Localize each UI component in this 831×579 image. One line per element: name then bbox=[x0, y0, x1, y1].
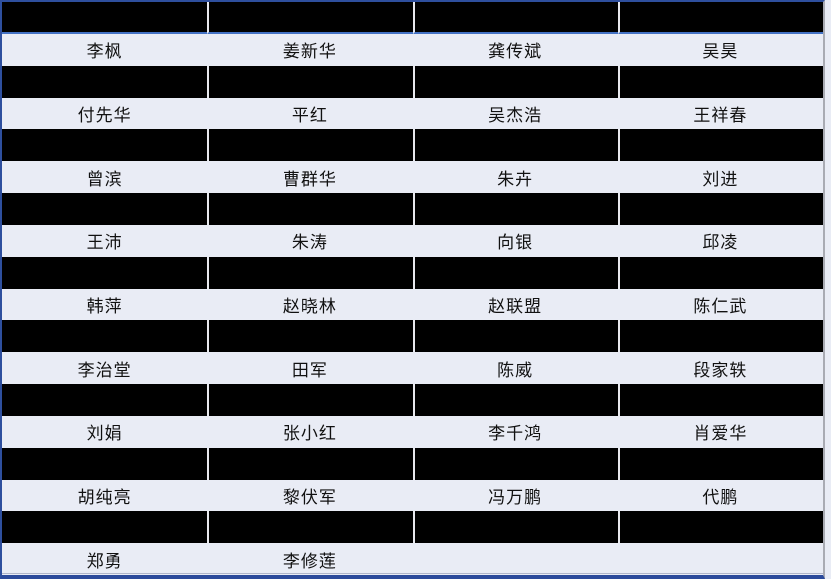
name-cell: 陈威 bbox=[497, 360, 534, 380]
name-cell: 韩萍 bbox=[86, 296, 123, 316]
name-cell: 胡纯亮 bbox=[77, 487, 132, 507]
redacted-cell bbox=[2, 384, 208, 416]
redacted-cell bbox=[412, 129, 618, 162]
redacted-cell bbox=[2, 65, 208, 98]
name-cell: 吴昊 bbox=[702, 42, 739, 62]
redacted-cell bbox=[617, 2, 823, 34]
name-cell: 冯万鹏 bbox=[488, 487, 543, 507]
redacted-cell bbox=[617, 256, 823, 289]
name-cell: 姜新华 bbox=[282, 42, 337, 62]
redacted-cell bbox=[207, 511, 413, 544]
redacted-cell bbox=[412, 2, 618, 34]
name-cell: 黎伏军 bbox=[282, 487, 337, 507]
name-cell: 付先华 bbox=[77, 105, 132, 125]
name-cell: 赵晓林 bbox=[282, 296, 337, 316]
name-cell: 刘娟 bbox=[86, 424, 123, 444]
redacted-cell bbox=[412, 193, 618, 225]
redacted-cell bbox=[412, 511, 618, 544]
redacted-cell bbox=[207, 447, 413, 480]
redacted-cell bbox=[617, 65, 823, 98]
name-cell: 代鹏 bbox=[702, 487, 739, 507]
redacted-cell bbox=[2, 447, 208, 480]
redacted-cell bbox=[207, 384, 413, 416]
redacted-cell bbox=[412, 384, 618, 416]
empty-cell bbox=[618, 543, 823, 575]
redacted-cell bbox=[207, 193, 413, 225]
redacted-cell bbox=[412, 447, 618, 480]
name-cell: 田军 bbox=[291, 360, 328, 380]
redacted-cell bbox=[617, 447, 823, 480]
redacted-cell bbox=[412, 320, 618, 353]
redacted-cell bbox=[2, 511, 208, 544]
redacted-cell bbox=[207, 65, 413, 98]
redacted-cell bbox=[617, 511, 823, 544]
name-cell: 段家轶 bbox=[693, 360, 748, 380]
name-cell: 郑勇 bbox=[86, 551, 123, 571]
redacted-cell bbox=[2, 129, 208, 162]
redacted-cell bbox=[2, 193, 208, 225]
name-cell: 陈仁武 bbox=[693, 296, 748, 316]
empty-cell bbox=[413, 543, 618, 575]
redacted-cell bbox=[617, 129, 823, 162]
redacted-cell bbox=[2, 256, 208, 289]
name-cell: 李千鸿 bbox=[488, 424, 543, 444]
redacted-cell bbox=[207, 256, 413, 289]
name-cell: 张小红 bbox=[282, 424, 337, 444]
redacted-cell bbox=[207, 2, 413, 34]
name-cell: 李治堂 bbox=[77, 360, 132, 380]
name-cell: 邱凌 bbox=[702, 233, 739, 253]
redacted-cell bbox=[207, 320, 413, 353]
name-cell: 赵联盟 bbox=[488, 296, 543, 316]
redacted-cell bbox=[2, 2, 208, 34]
name-cell: 朱卉 bbox=[497, 169, 534, 189]
redacted-cell bbox=[207, 129, 413, 162]
name-cell: 肖爱华 bbox=[693, 424, 748, 444]
redacted-cell bbox=[412, 256, 618, 289]
name-cell: 龚传斌 bbox=[488, 42, 543, 62]
name-cell: 王沛 bbox=[86, 233, 123, 253]
name-cell: 曹群华 bbox=[282, 169, 337, 189]
redacted-cell bbox=[617, 320, 823, 353]
name-cell: 朱涛 bbox=[291, 233, 328, 253]
names-table-grid: 李枫 姜新华 龚传斌 吴昊付先华 平红 吴杰浩 王祥春曾滨 曹群华 朱卉 刘进王沛 朱涛 向银 邱凌韩萍… bbox=[2, 2, 823, 575]
name-cell: 王祥春 bbox=[693, 105, 748, 125]
redacted-cell bbox=[2, 320, 208, 353]
name-cell: 平红 bbox=[291, 105, 328, 125]
name-cell: 向银 bbox=[497, 233, 534, 253]
redacted-cell bbox=[412, 65, 618, 98]
name-cell: 李枫 bbox=[86, 42, 123, 62]
name-cell: 吴杰浩 bbox=[488, 105, 543, 125]
name-cell: 李修莲 bbox=[282, 551, 337, 571]
redacted-cell bbox=[617, 193, 823, 225]
redacted-cell bbox=[617, 384, 823, 416]
name-cell: 刘进 bbox=[702, 169, 739, 189]
name-cell: 曾滨 bbox=[86, 169, 123, 189]
